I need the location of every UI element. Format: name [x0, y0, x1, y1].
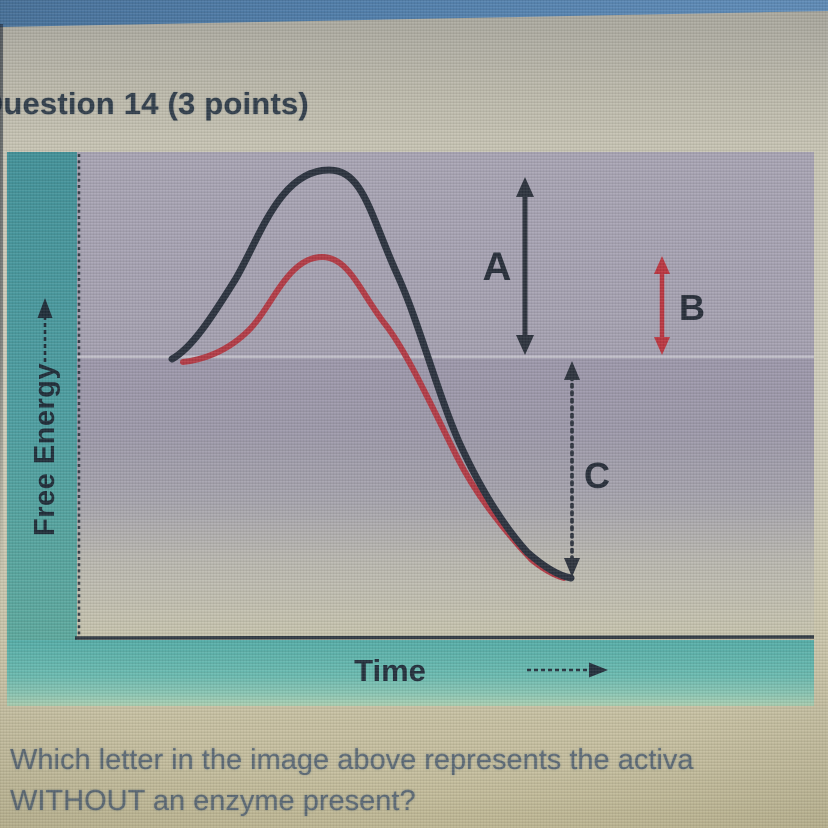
arrow-a — [516, 177, 534, 355]
y-axis-label: Free Energy — [29, 363, 61, 536]
label-b: B — [679, 287, 705, 328]
label-c: C — [584, 455, 610, 496]
plot-area — [77, 152, 814, 638]
browser-top-bar — [0, 0, 828, 27]
arrow-b — [654, 256, 670, 355]
y-axis-band — [7, 152, 77, 640]
energy-diagram-svg: Free Energy Time A — [7, 152, 815, 706]
x-axis-arrow-icon — [589, 662, 608, 678]
curve-no-enzyme-black — [168, 166, 575, 582]
question-line-1: Which letter in the image above represen… — [10, 744, 694, 776]
y-axis-arrow-icon — [37, 298, 53, 318]
question-line-2: WITHOUT an enzyme present? — [10, 785, 416, 817]
question-text: Which letter in the image above represen… — [10, 740, 828, 822]
window-left-border — [0, 24, 3, 584]
reactant-level-line — [77, 355, 814, 359]
x-axis-band — [7, 640, 814, 706]
arrow-c — [564, 361, 580, 577]
x-axis-line — [74, 635, 815, 640]
label-a: A — [483, 245, 512, 289]
x-axis-label: Time — [354, 653, 426, 688]
question-title: Question 14 (3 points) — [0, 86, 309, 121]
energy-diagram-image: Free Energy Time A — [7, 152, 815, 711]
